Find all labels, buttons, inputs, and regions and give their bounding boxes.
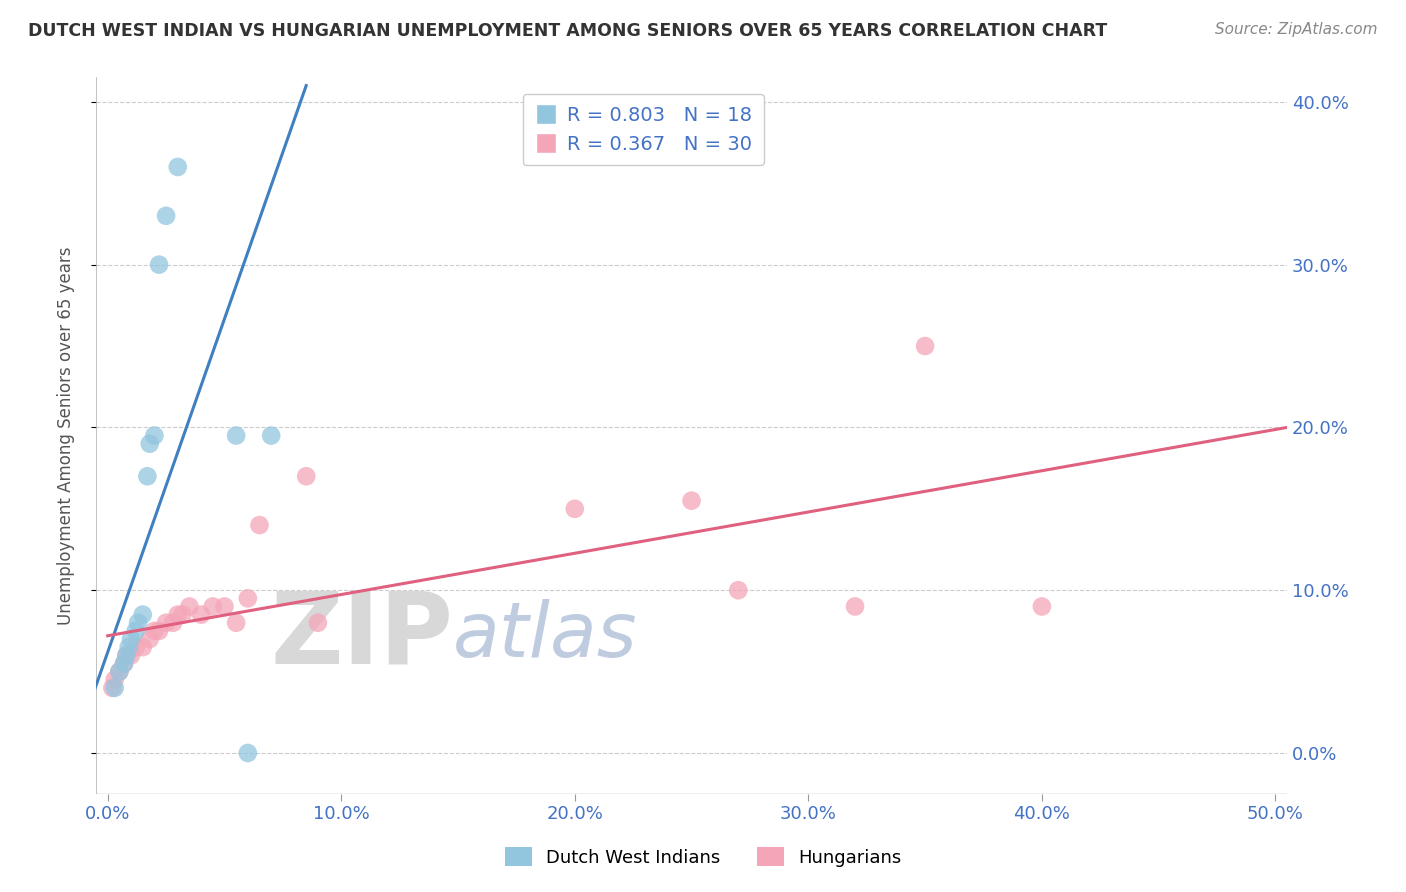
Point xyxy=(236,591,259,606)
Point xyxy=(115,648,138,663)
Point xyxy=(166,160,188,174)
Point xyxy=(1031,599,1053,614)
Point xyxy=(214,599,236,614)
Point xyxy=(179,599,201,614)
Point xyxy=(112,657,135,671)
Legend: Dutch West Indians, Hungarians: Dutch West Indians, Hungarians xyxy=(498,840,908,874)
Point xyxy=(155,209,177,223)
Point xyxy=(172,607,194,622)
Point xyxy=(132,640,155,655)
Point xyxy=(162,615,184,630)
Point xyxy=(143,624,166,638)
Point xyxy=(148,624,170,638)
Legend: R = 0.803   N = 18, R = 0.367   N = 30: R = 0.803 N = 18, R = 0.367 N = 30 xyxy=(523,95,763,165)
Y-axis label: Unemployment Among Seniors over 65 years: Unemployment Among Seniors over 65 years xyxy=(58,246,75,624)
Text: atlas: atlas xyxy=(453,599,638,673)
Text: Source: ZipAtlas.com: Source: ZipAtlas.com xyxy=(1215,22,1378,37)
Point xyxy=(166,607,188,622)
Point xyxy=(104,673,127,687)
Point xyxy=(143,428,166,442)
Point xyxy=(125,624,148,638)
Point xyxy=(914,339,936,353)
Point xyxy=(295,469,318,483)
Point xyxy=(155,615,177,630)
Point xyxy=(118,640,141,655)
Point xyxy=(307,615,329,630)
Point xyxy=(101,681,124,695)
Point xyxy=(120,632,142,646)
Point xyxy=(112,657,135,671)
Point xyxy=(225,615,247,630)
Point xyxy=(136,469,159,483)
Point xyxy=(844,599,866,614)
Point xyxy=(108,665,131,679)
Point xyxy=(138,632,160,646)
Point xyxy=(236,746,259,760)
Point xyxy=(104,681,127,695)
Point xyxy=(138,436,160,450)
Point xyxy=(201,599,224,614)
Point xyxy=(225,428,247,442)
Point xyxy=(125,640,148,655)
Point xyxy=(108,665,131,679)
Point xyxy=(190,607,212,622)
Point xyxy=(564,501,586,516)
Point xyxy=(132,607,155,622)
Point xyxy=(260,428,283,442)
Point xyxy=(115,648,138,663)
Point xyxy=(120,648,142,663)
Text: ZIP: ZIP xyxy=(270,588,453,684)
Text: DUTCH WEST INDIAN VS HUNGARIAN UNEMPLOYMENT AMONG SENIORS OVER 65 YEARS CORRELAT: DUTCH WEST INDIAN VS HUNGARIAN UNEMPLOYM… xyxy=(28,22,1108,40)
Point xyxy=(681,493,703,508)
Point xyxy=(127,615,149,630)
Point xyxy=(249,518,271,533)
Point xyxy=(727,583,749,598)
Point xyxy=(148,258,170,272)
